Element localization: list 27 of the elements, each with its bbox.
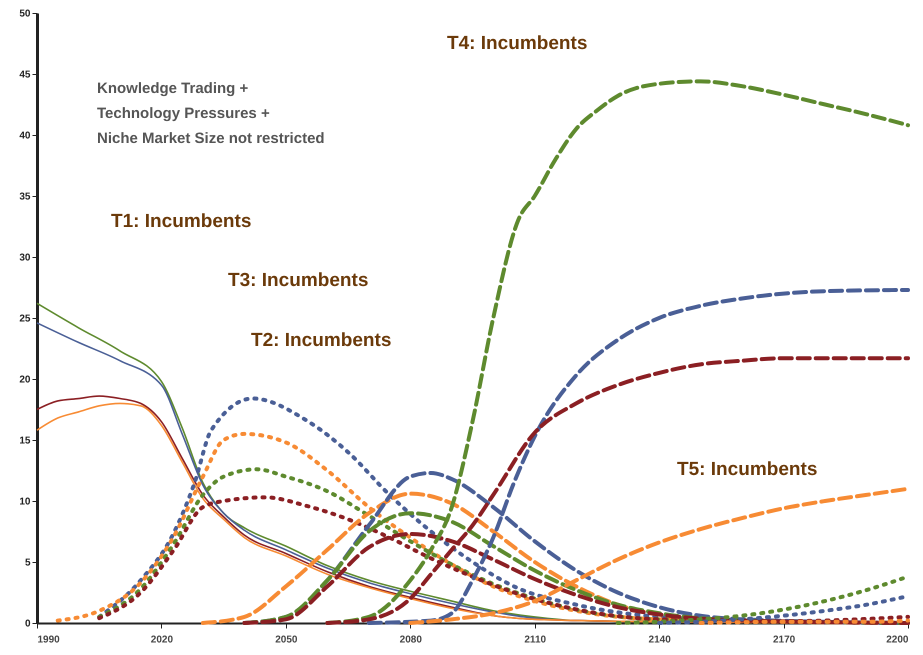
x-tick-label: 1990 [38,634,60,646]
y-tick-label: 45 [19,70,31,80]
y-tick-label: 0 [24,618,31,630]
annotation: T4: Incumbents [447,33,588,54]
x-tick-label: 2140 [648,634,672,646]
y-tick-label: 15 [19,436,31,446]
y-tick-label: 40 [19,130,31,142]
x-tick-label: 2200 [886,634,909,646]
annotation: Niche Market Size not restricted [97,130,325,147]
annotation: Technology Pressures + [97,105,270,122]
y-tick-label: 10 [19,496,31,508]
annotation: T2: Incumbents [251,330,392,351]
y-tick-label: 35 [19,192,31,202]
annotation: T3: Incumbents [228,270,368,291]
x-tick-label: 2080 [400,634,422,646]
annotation: T1: Incumbents [111,211,252,232]
annotation: T5: Incumbents [677,459,818,480]
x-tick-label: 2170 [772,634,796,646]
y-tick-label: 5 [24,558,31,568]
y-tick-label: 25 [19,314,31,324]
y-tick-label: 50 [19,8,31,20]
x-tick-label: 2110 [524,634,546,646]
y-tick-label: 30 [19,252,31,264]
x-tick-label: 2050 [275,634,298,646]
x-tick-label: 2020 [150,634,174,646]
annotation: Knowledge Trading + [97,80,249,97]
y-tick-label: 20 [19,374,31,386]
